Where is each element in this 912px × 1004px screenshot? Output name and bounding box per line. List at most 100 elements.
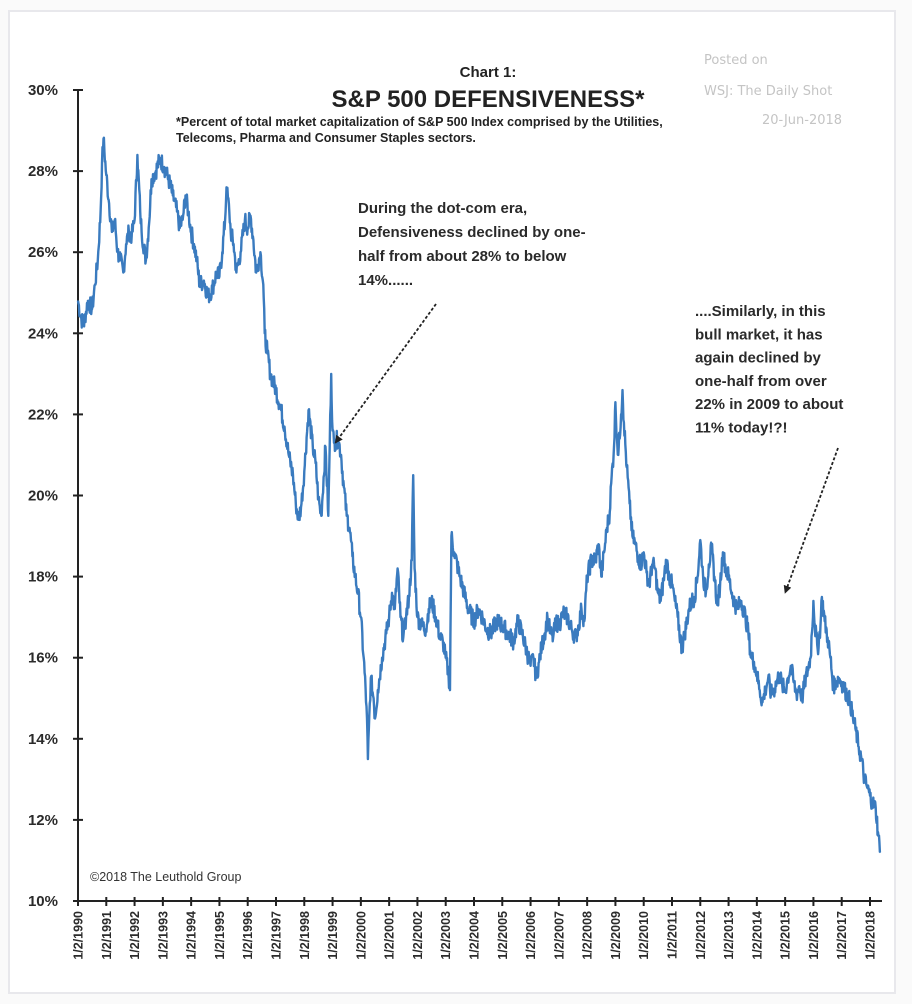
data-point [249,214,252,217]
data-point [463,592,465,594]
data-point [391,592,393,594]
annotation-bull-line: again declined by [695,350,822,367]
data-point [224,219,226,221]
x-tick-label: 1/2/1995 [213,911,227,960]
data-point [840,681,843,683]
data-point [287,454,290,456]
data-point [747,632,750,635]
data-point [77,300,79,302]
data-point [552,636,554,639]
data-point [303,470,306,473]
data-point [447,673,450,675]
data-point [849,701,851,704]
data-point [163,166,166,168]
data-point [203,279,205,282]
data-point [221,251,224,253]
data-point [645,571,648,574]
data-point [538,661,540,663]
data-point [412,474,415,477]
data-point [778,673,781,675]
data-point [184,194,187,197]
chart-subtitle-line2: Telecoms, Pharma and Consumer Staples se… [176,131,476,145]
data-point [773,689,775,691]
data-point [125,243,127,245]
data-point [787,677,789,679]
data-point [804,681,806,683]
data-point [640,563,642,566]
data-point [266,352,269,355]
data-point [801,697,803,700]
data-point [145,259,147,262]
x-tick-label: 1/2/2012 [694,911,708,960]
y-axis: 10% 12% 14% 16% 18% 20% 22% 24% 26% 28% 30% [28,82,83,910]
data-point [610,482,612,485]
data-point [357,592,359,594]
data-point [874,806,877,809]
data-point [172,194,174,197]
data-point [235,271,238,274]
data-point [343,486,345,489]
data-point [374,717,376,720]
data-point [312,446,314,448]
data-point [140,231,143,233]
data-point [99,210,102,213]
data-point [314,462,317,464]
data-point [80,316,82,318]
data-point [705,592,707,594]
data-point [485,628,488,631]
data-point [740,600,743,602]
y-tick-label: 24% [28,325,58,342]
data-point [295,502,297,505]
data-point [187,210,190,213]
data-point [477,608,480,610]
chart-label: Chart 1: [460,64,517,81]
data-point [405,616,407,618]
data-point [838,677,840,679]
annotation-bull-line: 11% today!?! [695,420,788,437]
data-point [744,616,747,618]
x-tick-label: 1/2/2009 [609,911,623,960]
data-point [517,620,519,622]
data-point [367,758,369,760]
data-point [324,446,327,448]
data-point [512,640,515,643]
data-point [420,624,423,627]
y-tick-label: 16% [28,650,58,667]
data-point [279,405,282,408]
data-point [546,616,549,618]
x-tick-label: 1/2/1990 [72,911,86,960]
data-point [372,697,375,700]
data-point [819,624,822,627]
x-tick-label: 1/2/2018 [864,911,878,960]
data-point [843,689,846,691]
data-point [770,693,772,695]
data-point [239,251,242,253]
data-point [671,583,673,586]
data-point [753,661,755,663]
data-point [541,644,543,647]
data-point [609,510,611,513]
data-point [775,681,778,683]
data-point [659,600,662,602]
data-point [558,624,560,627]
data-point [272,381,275,383]
annotation-dotcom-line: Defensiveness declined by one- [358,224,586,241]
data-point [507,632,509,635]
data-point [330,373,333,375]
data-point [872,802,874,805]
data-point [82,324,85,327]
data-point [549,632,552,635]
data-point [275,389,277,391]
data-point [594,559,597,562]
data-point [642,551,645,554]
data-point [683,632,686,635]
data-point [616,433,618,436]
data-point [150,178,153,180]
x-axis: 1/2/1990 1/2/1991 1/2/1992 1/2/1993 1/2/1994… [72,897,882,960]
data-point [628,502,631,505]
data-point [654,567,656,570]
data-point [566,616,569,618]
data-point [681,648,683,651]
data-point [586,575,588,578]
watermark-line2: WSJ: The Daily Shot [704,84,832,99]
